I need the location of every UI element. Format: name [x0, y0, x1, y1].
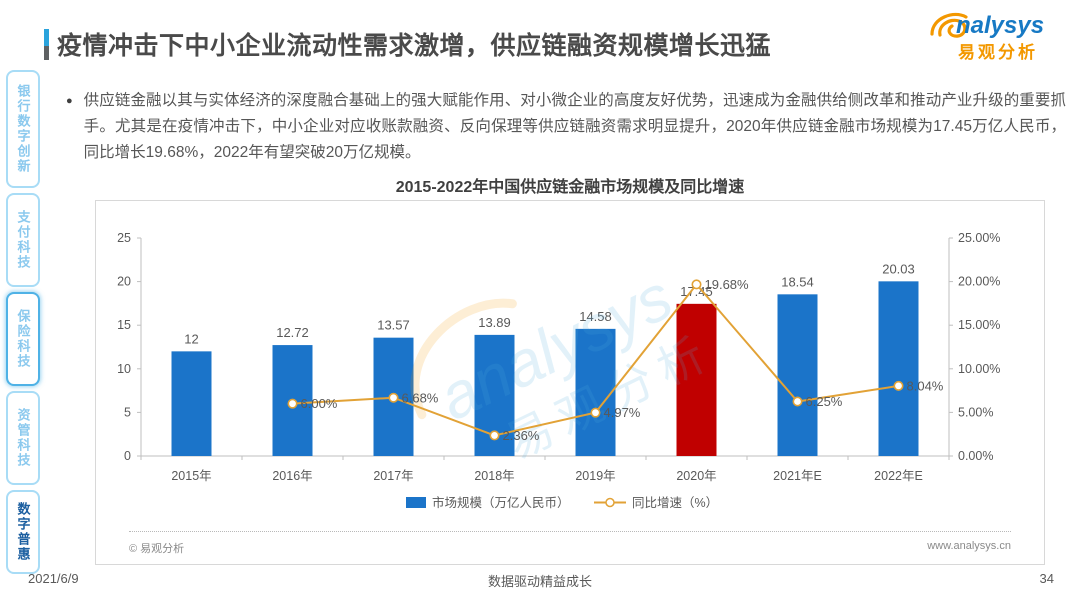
bar-value-label: 12 [184, 331, 198, 346]
left-axis-tick: 20 [117, 275, 131, 289]
sidebar-item-label: 银行数字创新 [15, 84, 31, 174]
left-axis-tick: 5 [124, 405, 131, 419]
x-axis-label: 2019年 [575, 469, 615, 483]
line-point-2016年 [287, 398, 298, 409]
sidebar-item-label: 支付科技 [15, 210, 31, 270]
left-axis-tick: 15 [117, 318, 131, 332]
sidebar-item-label: 保险科技 [15, 309, 31, 369]
sidebar-item-2[interactable]: 支付科技 [6, 193, 40, 287]
sidebar-item-label: 数字普惠 [15, 502, 31, 562]
bar-value-label: 20.03 [882, 261, 915, 276]
right-axis-tick: 25.00% [958, 231, 1000, 245]
right-axis-tick: 10.00% [958, 362, 1000, 376]
bar-value-label: 12.72 [276, 325, 309, 340]
x-axis-label: 2018年 [474, 469, 514, 483]
sidebar-item-3[interactable]: 保险科技 [6, 292, 40, 386]
bar-2021年E [777, 294, 818, 456]
chart-box-footer: © 易观分析 www.analysys.cn [129, 531, 1011, 556]
sidebar-item-label: 资管科技 [15, 408, 31, 468]
line-point-2021年E [792, 396, 803, 407]
left-axis-tick: 0 [124, 449, 131, 463]
right-axis-tick: 0.00% [958, 449, 993, 463]
line-value-label: 6.25% [806, 394, 843, 409]
left-axis-tick: 25 [117, 231, 131, 245]
footer-slogan: 数据驱动精益成长 [487, 574, 592, 589]
sidebar: 银行数字创新支付科技保险科技资管科技数字普惠 [6, 70, 42, 574]
line-value-label: 19.68% [705, 277, 750, 292]
line-value-label: 6.00% [301, 396, 338, 411]
right-axis-tick: 15.00% [958, 318, 1000, 332]
left-axis-tick: 10 [117, 362, 131, 376]
sidebar-item-1[interactable]: 银行数字创新 [6, 70, 40, 188]
line-point-2018年 [489, 430, 500, 441]
bar-2022年E [878, 281, 919, 456]
bullet-icon: ● [66, 95, 73, 107]
bar-value-label: 13.57 [377, 318, 410, 333]
legend-line-label: 同比增速（%） [632, 495, 718, 510]
line-point-2020年 [691, 279, 702, 290]
analysys-logo: nalysys 易观分析 [928, 8, 1074, 63]
logo-swoosh-icon [930, 12, 968, 38]
x-axis-label: 2021年E [773, 469, 822, 483]
sidebar-item-4[interactable]: 资管科技 [6, 391, 40, 485]
line-value-label: 8.04% [907, 378, 944, 393]
legend-bar-label: 市场规模（万亿人民币） [432, 495, 570, 510]
x-axis-label: 2022年E [874, 469, 923, 483]
x-axis-label: 2017年 [373, 469, 413, 483]
title-accent-bar [44, 29, 49, 60]
page-title: 疫情冲击下中小企业流动性需求激增，供应链融资规模增长迅猛 [57, 32, 772, 60]
bar-value-label: 18.54 [781, 274, 814, 289]
bullet-text: 供应链金融以其与实体经济的深度融合基础上的强大赋能作用、对小微企业的高度友好优势… [83, 92, 1066, 161]
chart-box: 0 5 10 15 20 25 0.00% 5.00% 10.00% 15.00% 20.00% 25… [95, 200, 1045, 565]
bar-value-label: 14.58 [579, 309, 612, 324]
x-axis-label: 2020年 [676, 469, 716, 483]
chart-website[interactable]: www.analysys.cn [927, 540, 1011, 552]
sidebar-item-5[interactable]: 数字普惠 [6, 490, 40, 574]
line-value-label: 2.36% [503, 428, 540, 443]
x-axis-label: 2015年 [171, 469, 211, 483]
legend-bar-swatch [406, 497, 426, 508]
chart-copyright: © 易观分析 [129, 543, 185, 555]
bar-2020年 [676, 303, 717, 456]
logo-chinese-name: 易观分析 [958, 43, 1038, 62]
chart-title: 2015-2022年中国供应链金融市场规模及同比增速 [395, 179, 745, 196]
line-value-label: 6.68% [402, 390, 439, 405]
line-point-2017年 [388, 392, 399, 403]
line-value-label: 4.97% [604, 405, 641, 420]
line-point-2019年 [590, 407, 601, 418]
bar-2015年 [171, 351, 212, 456]
combo-chart: 0 5 10 15 20 25 0.00% 5.00% 10.00% 15.00% 20.00% 25… [117, 231, 1000, 510]
bar-2019年 [575, 328, 616, 456]
right-axis-tick: 5.00% [958, 405, 993, 419]
x-axis-label: 2016年 [272, 469, 312, 483]
footer-page-number: 34 [1039, 571, 1054, 586]
logo-wordmark: nalysys [956, 12, 1045, 39]
right-axis-tick: 20.00% [958, 275, 1000, 289]
footer-date: 2021/6/9 [28, 571, 79, 586]
bar-value-label: 13.89 [478, 315, 511, 330]
line-point-2022年E [893, 380, 904, 391]
summary-paragraph: ● 供应链金融以其与实体经济的深度融合基础上的强大赋能作用、对小微企业的高度友好… [66, 88, 1066, 166]
